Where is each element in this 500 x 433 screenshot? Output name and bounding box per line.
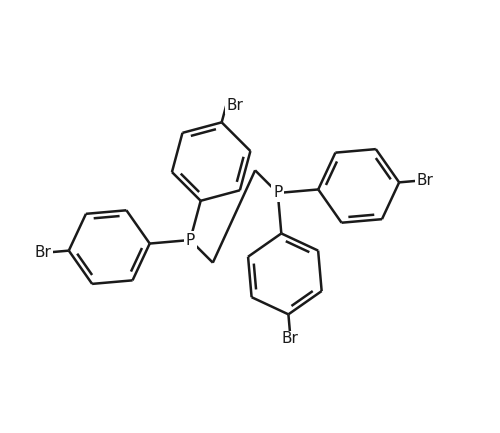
Text: Br: Br <box>226 98 243 113</box>
Text: Br: Br <box>416 173 433 188</box>
Text: P: P <box>273 185 282 200</box>
Text: Br: Br <box>282 331 298 346</box>
Text: P: P <box>186 233 195 248</box>
Text: Br: Br <box>35 245 52 260</box>
